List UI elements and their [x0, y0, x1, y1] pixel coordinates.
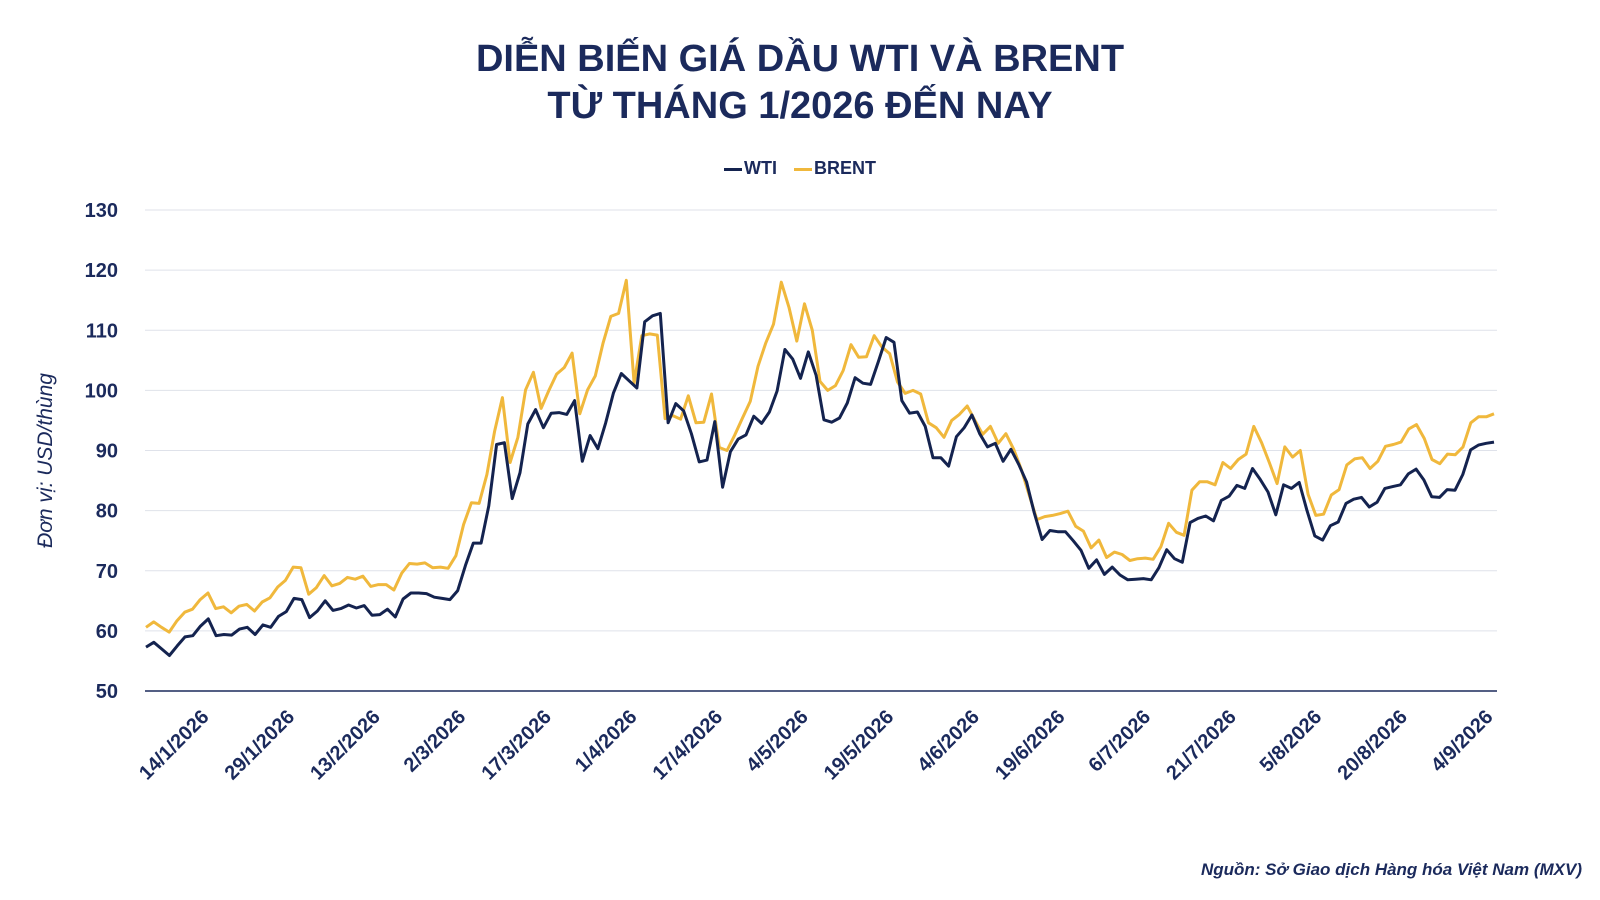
- legend-item-brent: BRENT: [794, 158, 876, 179]
- chart-title-line-2: TỪ THÁNG 1/2026 ĐẾN NAY: [547, 85, 1053, 127]
- x-tick-label: 5/8/2026: [1256, 706, 1327, 777]
- series-lines: [145, 278, 1495, 657]
- y-tick-label: 130: [85, 200, 118, 222]
- chart-title-line-1: DIỄN BIẾN GIÁ DẦU WTI VÀ BRENT: [475, 38, 1125, 80]
- x-tick-label: 19/6/2026: [991, 706, 1069, 784]
- x-tick-label: 17/4/2026: [649, 706, 727, 784]
- x-tick-label: 20/8/2026: [1333, 706, 1411, 784]
- x-axis-ticks: 14/1/2026 29/1/2026 13/2/2026 2/3/2026 17/3/…: [135, 706, 1497, 784]
- x-tick-label: 6/7/2026: [1085, 706, 1156, 777]
- legend: WTI BRENT: [0, 158, 1600, 179]
- series-line-wti: [145, 311, 1495, 657]
- x-tick-label: 4/5/2026: [742, 706, 813, 777]
- legend-item-wti: WTI: [723, 158, 777, 179]
- x-tick-label: 1/4/2026: [571, 706, 642, 777]
- y-tick-label: 110: [86, 320, 118, 342]
- x-tick-label: 21/7/2026: [1162, 706, 1240, 784]
- y-tick-label: 90: [96, 441, 118, 463]
- legend-swatch-wti: [723, 167, 742, 171]
- x-tick-label: 29/1/2026: [221, 706, 299, 784]
- legend-label-brent: BRENT: [814, 158, 876, 178]
- y-axis-label: Đơn vị: USD/thùng: [34, 373, 57, 548]
- series-line-brent: [145, 278, 1495, 634]
- x-tick-label: 4/9/2026: [1427, 706, 1498, 777]
- y-tick-label: 100: [85, 380, 118, 402]
- y-tick-label: 60: [96, 621, 118, 643]
- x-tick-label: 19/5/2026: [820, 706, 898, 784]
- x-tick-label: 2/3/2026: [400, 706, 471, 777]
- chart-title: DIỄN BIẾN GIÁ DẦU WTI VÀ BRENT TỪ THÁNG …: [0, 36, 1600, 130]
- gridlines: [145, 209, 1497, 632]
- y-tick-label: 80: [96, 501, 118, 523]
- y-tick-label: 120: [85, 260, 118, 282]
- source-note: Nguồn: Sở Giao dịch Hàng hóa Việt Nam (M…: [1200, 860, 1582, 879]
- y-tick-label: 50: [96, 681, 118, 703]
- x-tick-label: 17/3/2026: [477, 706, 555, 784]
- x-tick-label: 14/1/2026: [135, 706, 213, 784]
- x-tick-label: 4/6/2026: [913, 706, 984, 777]
- x-tick-label: 13/2/2026: [306, 706, 384, 784]
- y-axis-ticks: 50 60 70 80 90 100 110 120 130: [85, 200, 118, 703]
- legend-label-wti: WTI: [743, 158, 777, 178]
- legend-swatch-brent: [794, 167, 812, 171]
- y-tick-label: 70: [96, 561, 118, 583]
